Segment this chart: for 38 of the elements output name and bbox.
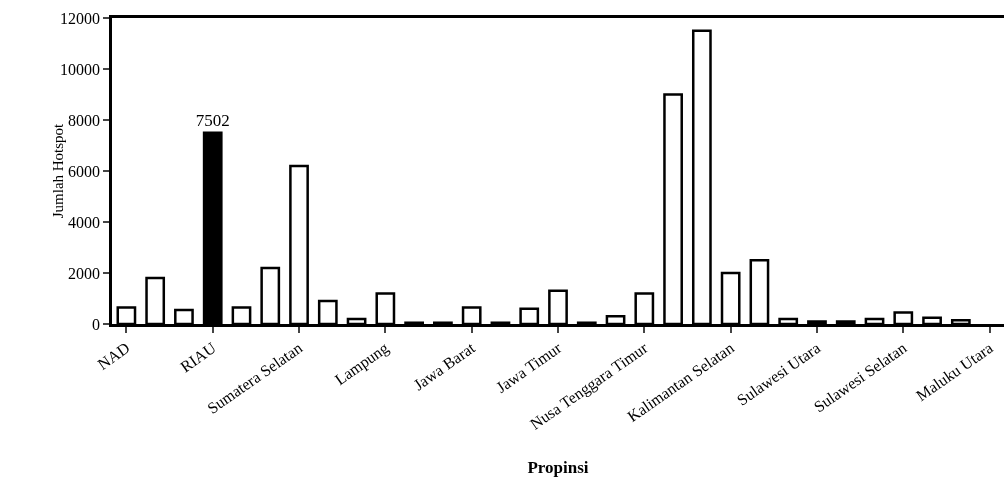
bar — [778, 317, 799, 324]
x-axis-title: Propinsi — [527, 458, 589, 477]
y-tick-label: 8000 — [68, 111, 101, 129]
bar — [864, 317, 885, 324]
bar — [260, 266, 281, 324]
bar — [634, 292, 655, 324]
bar — [720, 271, 741, 324]
bar — [346, 317, 367, 324]
bar — [145, 276, 166, 324]
y-axis-title: Jumlah Hotspot — [50, 122, 67, 219]
bar — [461, 306, 482, 324]
bar — [317, 299, 338, 324]
bar — [202, 131, 223, 324]
bar — [749, 259, 770, 324]
bar — [663, 93, 683, 324]
y-tick-label: 12000 — [60, 9, 101, 27]
bar — [950, 318, 971, 324]
y-tick-label: 10000 — [60, 60, 101, 78]
bar — [289, 164, 309, 324]
y-tick-label: 4000 — [68, 213, 101, 231]
bar — [548, 289, 568, 324]
bar — [375, 292, 396, 324]
y-tick-label: 6000 — [68, 162, 101, 180]
y-tick-label: 2000 — [68, 264, 101, 282]
y-tick-label: 0 — [92, 315, 101, 333]
x-tick-label: Jawa Barat — [410, 338, 479, 394]
bar — [174, 308, 194, 324]
bar — [605, 315, 626, 324]
bar — [893, 311, 914, 324]
x-tick-label: NAD — [94, 339, 133, 373]
bar — [807, 320, 827, 324]
bar — [116, 306, 137, 324]
bar — [691, 29, 712, 324]
data-label: 7502 — [195, 110, 230, 130]
bar — [231, 306, 252, 324]
bar — [835, 320, 856, 324]
bar — [922, 316, 942, 324]
bar — [519, 307, 540, 324]
